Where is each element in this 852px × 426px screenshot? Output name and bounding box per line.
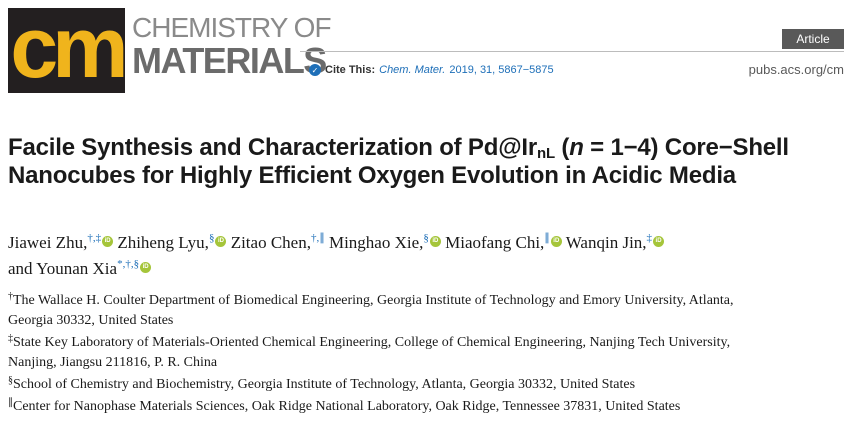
author[interactable]: Zhiheng Lyu,§ iD <box>117 232 227 252</box>
author-name[interactable]: Jiawei Zhu, <box>8 233 88 252</box>
cite-this-link[interactable]: ✓ Cite This: Chem. Mater. 2019, 31, 5867… <box>309 64 554 76</box>
author-affiliation-marks[interactable]: †,∥ <box>310 232 325 244</box>
author-affiliation-marks[interactable]: *,†,§ <box>117 258 140 270</box>
orcid-icon[interactable]: iD <box>140 262 152 273</box>
cite-label: Cite This: <box>325 64 376 76</box>
affiliation-mark: § <box>8 375 13 386</box>
title-n-italic: n <box>569 134 584 161</box>
author-affiliation-marks[interactable]: ‡ <box>646 232 653 244</box>
affiliation-text: School of Chemistry and Biochemistry, Ge… <box>13 377 636 392</box>
journal-url[interactable]: pubs.acs.org/cm <box>748 62 844 77</box>
cite-details[interactable]: 2019, 31, 5867−5875 <box>449 64 554 76</box>
title-part1: Facile Synthesis and Characterization of… <box>8 134 538 161</box>
affiliation-mark: ∥ <box>8 397 13 408</box>
author-name[interactable]: Zitao Chen, <box>230 233 311 252</box>
orcid-icon[interactable]: iD <box>653 236 665 247</box>
logo-letters: cm <box>10 0 128 96</box>
title-part2: ( <box>554 134 570 161</box>
author-list: Jiawei Zhu,†,‡ iD Zhiheng Lyu,§ iD Zitao C… <box>8 230 838 282</box>
orcid-icon[interactable]: iD <box>102 236 114 247</box>
journal-name-line2: MATERIALS <box>132 40 327 81</box>
affiliation: ‡State Key Laboratory of Materials-Orien… <box>8 333 846 373</box>
author-affiliation-marks[interactable]: § <box>423 232 429 244</box>
affiliation-text-cont: Georgia 30332, United States <box>8 313 174 328</box>
author-affiliation-marks[interactable]: § <box>208 232 215 244</box>
journal-name-line1: CHEMISTRY OF <box>132 12 332 43</box>
journal-logo[interactable]: cm <box>8 0 129 96</box>
author[interactable]: Miaofang Chi,∥ iD <box>445 233 562 252</box>
orcid-icon[interactable]: iD <box>215 236 227 247</box>
affiliation-mark: † <box>8 291 13 302</box>
title-part3: = 1−4) Core−Shell Nanocubes for Highly E… <box>8 134 789 189</box>
author-name[interactable]: Minghao Xie, <box>328 233 424 252</box>
article-type-badge: Article <box>782 29 844 49</box>
cite-journal[interactable]: Chem. Mater. <box>379 64 446 76</box>
author-name[interactable]: and Younan Xia <box>8 259 118 278</box>
author[interactable]: and Younan Xia*,†,§ iD <box>8 258 152 278</box>
author[interactable]: Jiawei Zhu,†,‡ iD <box>8 232 114 252</box>
affiliation-mark: ‡ <box>8 333 13 344</box>
author[interactable]: Minghao Xie,§ iD <box>329 233 441 252</box>
affiliation-text: The Wallace H. Coulter Department of Bio… <box>13 293 734 308</box>
check-circle-icon: ✓ <box>309 64 321 76</box>
author[interactable]: Wanqin Jin,‡ iD <box>565 232 665 252</box>
affiliation-text-cont: Nanjing, Jiangsu 211816, P. R. China <box>8 355 218 370</box>
affiliation: ∥Center for Nanophase Materials Sciences… <box>8 397 846 417</box>
author-affiliation-marks[interactable]: ∥ <box>544 232 550 244</box>
author[interactable]: Zitao Chen,†,∥ <box>230 232 325 253</box>
orcid-icon[interactable]: iD <box>550 236 562 247</box>
title-subscript: nL <box>537 145 555 162</box>
author-name[interactable]: Wanqin Jin, <box>565 233 647 252</box>
orcid-icon[interactable]: iD <box>429 236 441 247</box>
affiliation: §School of Chemistry and Biochemistry, G… <box>8 375 846 395</box>
author-name[interactable]: Zhiheng Lyu, <box>117 233 209 252</box>
header-divider <box>300 51 844 52</box>
affiliation-list: †The Wallace H. Coulter Department of Bi… <box>8 291 846 419</box>
affiliation-text: State Key Laboratory of Materials-Orient… <box>13 335 731 350</box>
affiliation-text: Center for Nanophase Materials Sciences,… <box>13 399 681 414</box>
affiliation: †The Wallace H. Coulter Department of Bi… <box>8 291 846 331</box>
author-affiliation-marks[interactable]: †,‡ <box>87 232 102 244</box>
author-name[interactable]: Miaofang Chi, <box>445 233 545 252</box>
article-title: Facile Synthesis and Characterization of… <box>8 134 838 190</box>
